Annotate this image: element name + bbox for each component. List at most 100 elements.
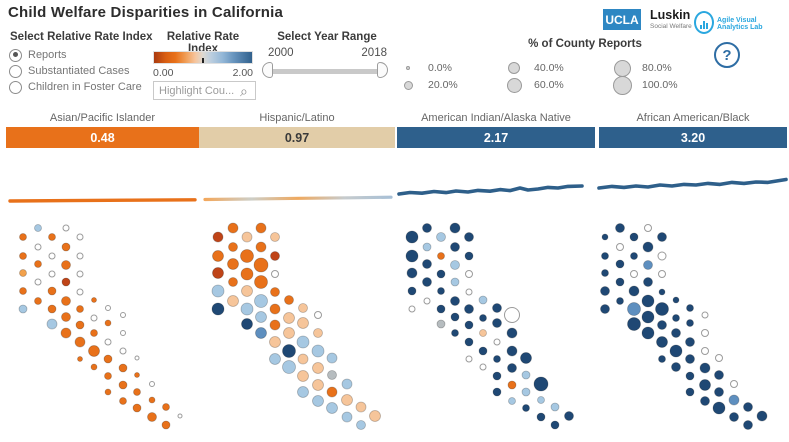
county-dot[interactable] bbox=[147, 412, 157, 422]
county-dot[interactable] bbox=[48, 252, 56, 260]
county-dot[interactable] bbox=[465, 355, 473, 363]
group-value-bar[interactable]: 2.17 bbox=[397, 127, 595, 148]
county-dot[interactable] bbox=[134, 372, 140, 378]
county-dot[interactable] bbox=[269, 319, 281, 331]
county-dot[interactable] bbox=[88, 345, 100, 357]
county-dot[interactable] bbox=[493, 338, 501, 346]
county-dot[interactable] bbox=[464, 304, 474, 314]
county-dot[interactable] bbox=[355, 401, 367, 413]
color-legend-gradient[interactable] bbox=[153, 51, 253, 64]
county-dot[interactable] bbox=[450, 312, 460, 322]
group-value-bar[interactable]: 0.97 bbox=[199, 127, 395, 148]
county-dot[interactable] bbox=[507, 380, 517, 390]
county-dot[interactable] bbox=[406, 267, 418, 279]
county-dot[interactable] bbox=[464, 232, 474, 242]
radio-icon[interactable] bbox=[9, 48, 22, 62]
county-dot[interactable] bbox=[105, 305, 111, 311]
county-dot[interactable] bbox=[240, 267, 254, 281]
county-dot[interactable] bbox=[686, 304, 694, 312]
county-dot[interactable] bbox=[228, 277, 238, 287]
county-dot[interactable] bbox=[642, 241, 654, 253]
county-dot[interactable] bbox=[326, 352, 338, 364]
county-dot[interactable] bbox=[657, 232, 667, 242]
county-dot[interactable] bbox=[369, 410, 381, 422]
county-dot[interactable] bbox=[743, 420, 753, 430]
county-dot[interactable] bbox=[422, 259, 432, 269]
county-dot[interactable] bbox=[730, 380, 738, 388]
county-dot[interactable] bbox=[62, 224, 70, 232]
county-dot[interactable] bbox=[212, 250, 224, 262]
county-dot[interactable] bbox=[61, 277, 71, 287]
county-dot[interactable] bbox=[521, 370, 531, 380]
size-legend-circle[interactable] bbox=[403, 80, 413, 90]
county-dot[interactable] bbox=[61, 260, 71, 270]
county-dot[interactable] bbox=[313, 328, 323, 338]
county-dot[interactable] bbox=[212, 231, 224, 243]
county-dot[interactable] bbox=[48, 270, 56, 278]
county-dot[interactable] bbox=[75, 320, 85, 330]
county-dot[interactable] bbox=[255, 311, 267, 323]
county-dot[interactable] bbox=[728, 394, 740, 406]
county-dot[interactable] bbox=[450, 260, 460, 270]
county-dot[interactable] bbox=[641, 310, 655, 324]
county-dot[interactable] bbox=[451, 329, 459, 337]
county-dot[interactable] bbox=[227, 258, 239, 270]
county-dot[interactable] bbox=[492, 387, 502, 397]
county-dot[interactable] bbox=[76, 252, 84, 260]
county-dot[interactable] bbox=[437, 287, 445, 295]
county-dot[interactable] bbox=[161, 420, 171, 430]
county-dot[interactable] bbox=[227, 295, 239, 307]
county-dot[interactable] bbox=[492, 371, 502, 381]
county-dot[interactable] bbox=[19, 252, 27, 260]
county-dot[interactable] bbox=[119, 397, 127, 405]
county-dot[interactable] bbox=[533, 376, 549, 392]
county-dot[interactable] bbox=[341, 394, 353, 406]
county-dot[interactable] bbox=[132, 403, 142, 413]
county-dot[interactable] bbox=[326, 386, 338, 398]
county-dot[interactable] bbox=[297, 353, 309, 365]
radio-reports[interactable]: Reports bbox=[9, 48, 67, 62]
county-dot[interactable] bbox=[504, 307, 520, 323]
county-dot[interactable] bbox=[492, 318, 502, 328]
county-dot[interactable] bbox=[284, 295, 294, 305]
county-dot[interactable] bbox=[629, 232, 639, 242]
county-dot[interactable] bbox=[120, 312, 126, 318]
county-dot[interactable] bbox=[643, 260, 653, 270]
county-dot[interactable] bbox=[269, 303, 281, 315]
county-dot[interactable] bbox=[134, 355, 140, 361]
size-legend-circle[interactable] bbox=[506, 77, 522, 93]
year-slider-handle-left[interactable] bbox=[262, 62, 273, 78]
county-dot[interactable] bbox=[255, 241, 267, 253]
county-dot[interactable] bbox=[47, 286, 57, 296]
year-slider-track[interactable] bbox=[265, 69, 386, 74]
county-dot[interactable] bbox=[270, 287, 280, 297]
county-dot[interactable] bbox=[643, 277, 653, 287]
county-dot[interactable] bbox=[297, 370, 309, 382]
county-dot[interactable] bbox=[90, 363, 98, 371]
county-dot[interactable] bbox=[714, 387, 724, 397]
county-dot[interactable] bbox=[615, 277, 625, 287]
county-dot[interactable] bbox=[253, 257, 269, 273]
county-dot[interactable] bbox=[658, 355, 666, 363]
county-dot[interactable] bbox=[536, 412, 546, 422]
county-dot[interactable] bbox=[19, 233, 27, 241]
county-dot[interactable] bbox=[77, 356, 83, 362]
county-dot[interactable] bbox=[493, 355, 501, 363]
county-dot[interactable] bbox=[149, 381, 155, 387]
county-dot[interactable] bbox=[537, 396, 545, 404]
county-dot[interactable] bbox=[521, 387, 531, 397]
county-dot[interactable] bbox=[479, 314, 487, 322]
county-dot[interactable] bbox=[296, 335, 310, 349]
county-dot[interactable] bbox=[255, 327, 267, 339]
county-dot[interactable] bbox=[756, 410, 768, 422]
county-dot[interactable] bbox=[34, 297, 42, 305]
county-dot[interactable] bbox=[282, 360, 296, 374]
county-dot[interactable] bbox=[423, 297, 431, 305]
county-dot[interactable] bbox=[61, 312, 71, 322]
county-dot[interactable] bbox=[162, 403, 170, 411]
county-dot[interactable] bbox=[658, 288, 666, 296]
county-dot[interactable] bbox=[90, 329, 98, 337]
county-dot[interactable] bbox=[506, 345, 518, 357]
county-dot[interactable] bbox=[715, 354, 723, 362]
county-dot[interactable] bbox=[641, 294, 655, 308]
